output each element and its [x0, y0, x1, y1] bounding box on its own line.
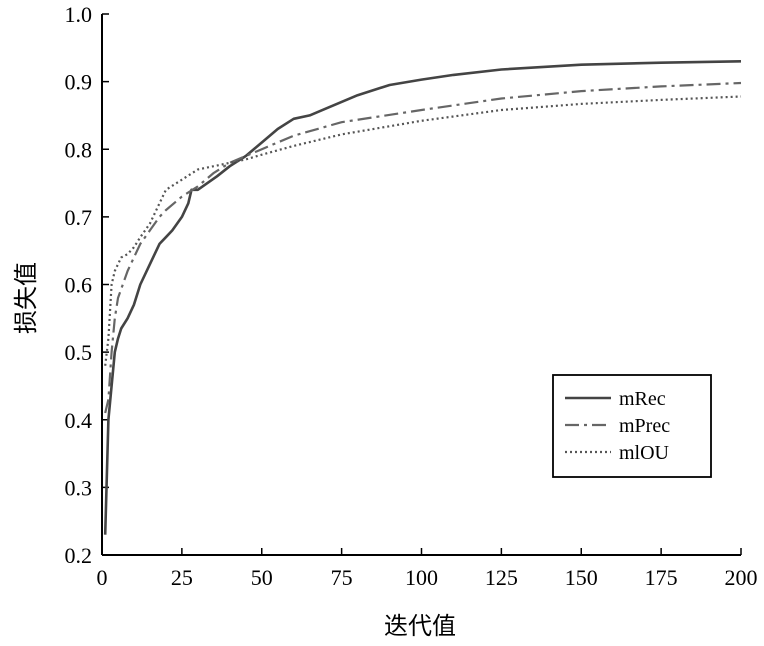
x-tick-label: 0 [97, 565, 108, 590]
y-tick-label: 0.8 [65, 137, 93, 162]
legend-label-mPrec: mPrec [619, 415, 670, 437]
legend-label-mlOU: mlOU [619, 442, 670, 464]
y-tick-label: 0.4 [65, 408, 93, 433]
x-axis-label: 迭代值 [384, 612, 456, 640]
legend-box [552, 374, 712, 478]
series-line-mPrec [104, 81, 742, 414]
y-tick-label: 0.2 [65, 543, 93, 568]
x-tick-label: 125 [485, 565, 518, 590]
y-tick-label: 1.0 [65, 2, 93, 27]
y-tick-label: 0.3 [65, 475, 93, 500]
x-tick-label: 175 [645, 565, 678, 590]
series-line-mRec [103, 60, 742, 535]
x-tick-label: 100 [405, 565, 438, 590]
x-tick-label: 150 [565, 565, 598, 590]
series-lines [103, 60, 742, 535]
series-line-mlOU [104, 95, 742, 366]
y-axis-label: 损失值 [12, 262, 40, 334]
x-tick-label: 75 [331, 565, 353, 590]
ticks: 0.2 0.3 0.4 0.5 0.6 0.7 0.8 0.9 1.0 0 25 50 75 100 125… [65, 2, 758, 590]
x-tick-label: 200 [725, 565, 758, 590]
legend: mRec mPrec mlOU [552, 374, 712, 478]
x-tick-label: 25 [171, 565, 193, 590]
legend-label-mRec: mRec [619, 388, 666, 410]
y-tick-label: 0.6 [65, 273, 93, 298]
y-tick-label: 0.5 [65, 340, 93, 365]
y-tick-label: 0.9 [65, 70, 93, 95]
y-tick-label: 0.7 [65, 205, 93, 230]
x-tick-label: 50 [251, 565, 273, 590]
